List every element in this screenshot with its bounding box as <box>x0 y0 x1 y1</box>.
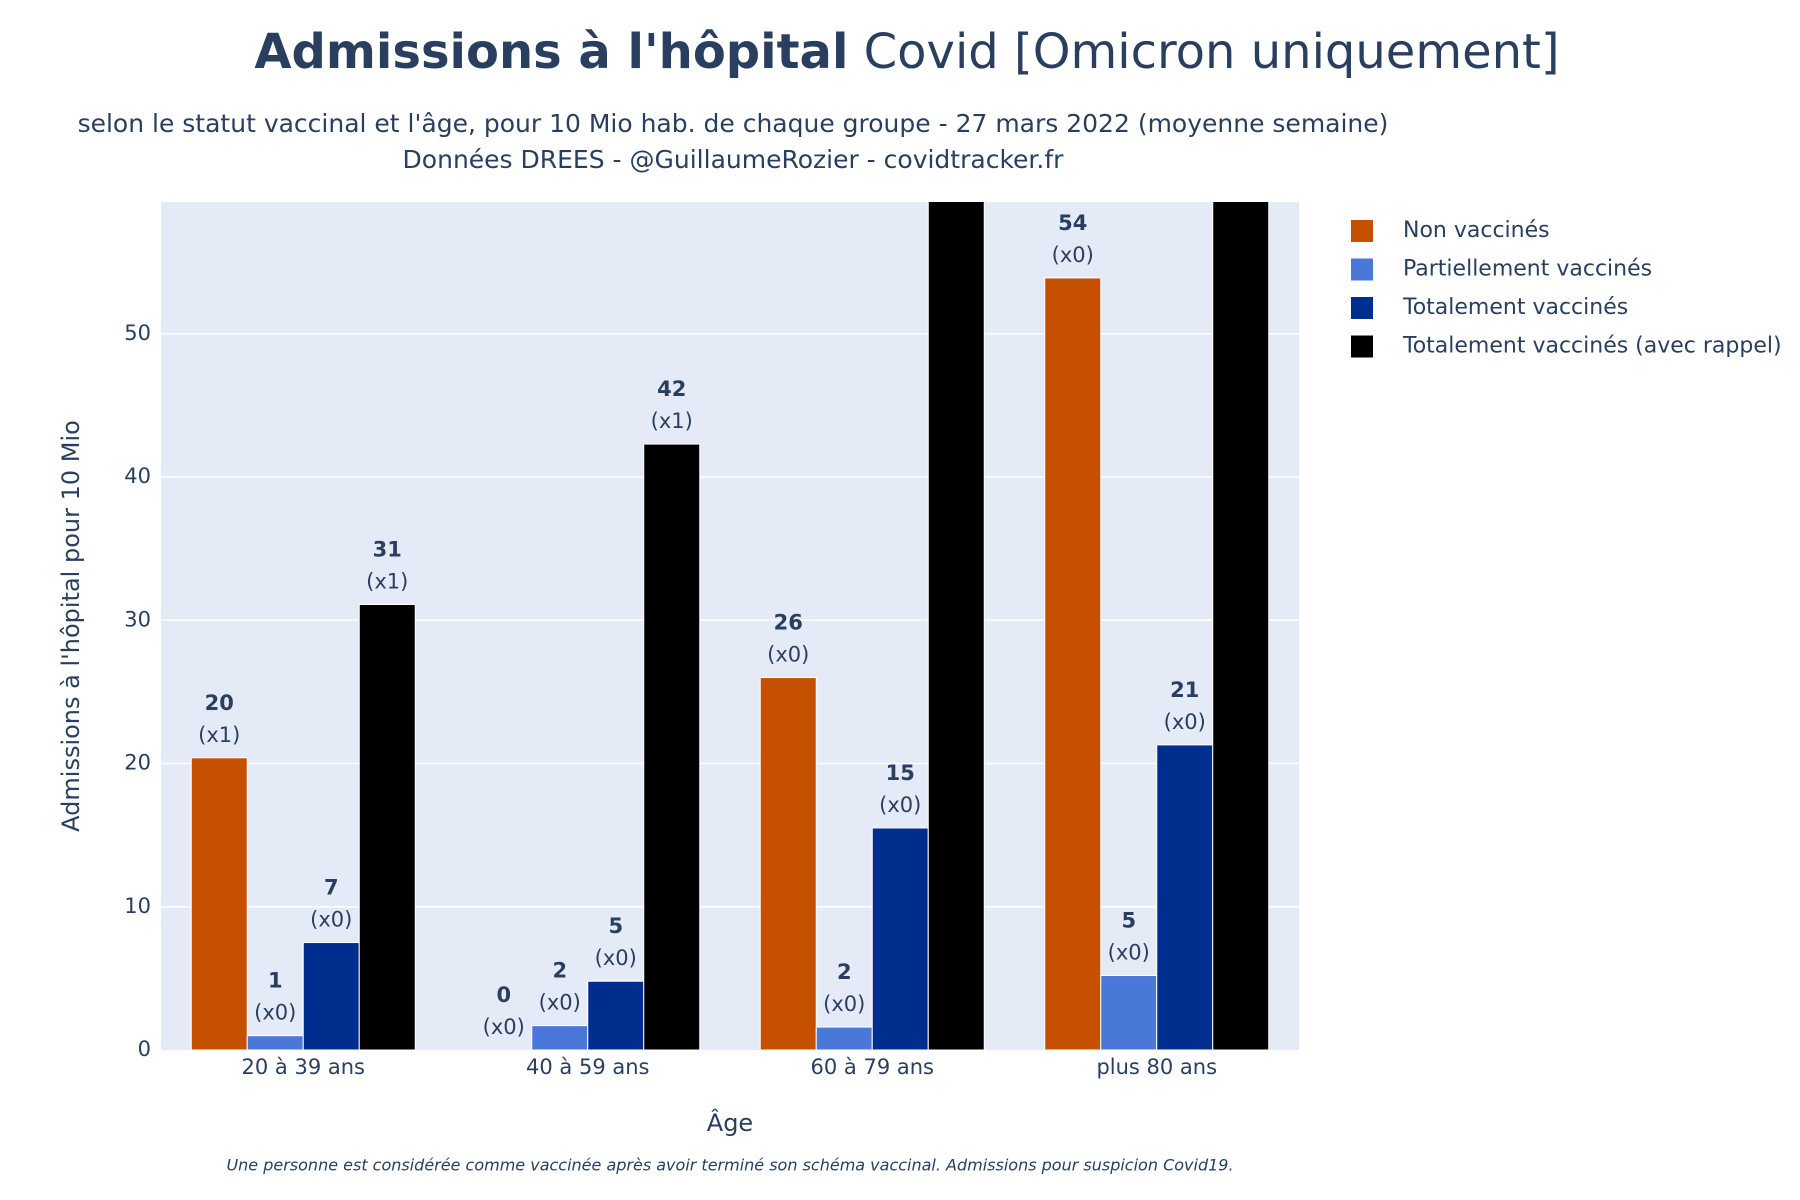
value-label: 5 <box>1121 909 1136 933</box>
value-label: 21 <box>1170 678 1199 702</box>
note: Une personne est considérée comme vaccin… <box>226 1156 1233 1175</box>
ratio-label: (x1) <box>366 570 408 594</box>
bar <box>871 827 929 1050</box>
y-tick-label: 30 <box>124 607 151 631</box>
ratio-label: (x1) <box>198 723 240 747</box>
x-tick-label: 20 à 39 ans <box>242 1055 365 1079</box>
value-label: 1 <box>268 969 283 993</box>
y-tick-label: 10 <box>124 894 151 918</box>
legend-swatch <box>1351 220 1373 242</box>
bars <box>190 202 1270 1050</box>
legend-label: Totalement vaccinés (avec rappel) <box>1402 334 1782 359</box>
legend-swatch <box>1351 335 1373 358</box>
y-tick-label: 0 <box>138 1037 151 1061</box>
bar <box>302 942 360 1050</box>
ratio-label: (x0) <box>595 946 637 970</box>
title-bold: Admissions à l'hôpital <box>254 24 848 80</box>
ratio-label: (x0) <box>539 991 581 1015</box>
value-label: 2 <box>837 960 852 984</box>
bar <box>246 1035 304 1050</box>
bar <box>587 980 645 1050</box>
value-label: 15 <box>886 761 915 785</box>
ratio-label: (x1) <box>651 409 693 433</box>
y-axis-title: Admissions à l'hôpital pour 10 Mio <box>57 420 85 832</box>
legend-swatch <box>1351 297 1373 319</box>
legend-label: Totalement vaccinés <box>1402 295 1628 320</box>
value-label: 0 <box>496 983 511 1007</box>
ratio-label: (x0) <box>310 908 352 932</box>
y-tick-label: 50 <box>124 321 151 345</box>
bar <box>643 443 701 1050</box>
ratio-label: (x0) <box>254 1001 296 1025</box>
x-tick-label: 60 à 79 ans <box>811 1055 934 1079</box>
legend-swatch <box>1351 258 1373 281</box>
bar <box>190 757 248 1050</box>
bar <box>815 1026 873 1050</box>
subtitle: Données DREES - @GuillaumeRozier - covid… <box>403 145 1065 174</box>
ratio-label: (x0) <box>1052 243 1094 267</box>
ratio-label: (x0) <box>767 643 809 667</box>
legend-label: Non vaccinés <box>1403 218 1550 243</box>
chart-title: Admissions à l'hôpital Covid [Omicron un… <box>254 24 1559 80</box>
plot-area <box>161 202 1299 1050</box>
legend-label: Partiellement vaccinés <box>1403 257 1652 282</box>
value-label: 7 <box>324 876 339 900</box>
value-label: 31 <box>373 538 402 562</box>
value-label: 26 <box>774 611 803 635</box>
subtitle: selon le statut vaccinal et l'âge, pour … <box>78 109 1389 138</box>
bar <box>531 1025 589 1050</box>
bar <box>1156 744 1214 1050</box>
x-axis-title: Âge <box>707 1108 753 1137</box>
ratio-label: (x0) <box>1164 710 1206 734</box>
x-tick-label: plus 80 ans <box>1096 1055 1217 1079</box>
ratio-label: (x0) <box>823 992 865 1016</box>
x-tick-label: 40 à 59 ans <box>526 1055 649 1079</box>
value-label: 42 <box>657 377 686 401</box>
ratio-label: (x0) <box>483 1015 525 1039</box>
ratio-label: (x0) <box>1108 941 1150 965</box>
y-tick-label: 40 <box>124 464 151 488</box>
ratio-label: (x0) <box>879 793 921 817</box>
value-label: 54 <box>1058 211 1087 235</box>
bar <box>927 202 985 1050</box>
bar <box>358 604 416 1050</box>
value-label: 20 <box>205 691 234 715</box>
bar <box>1044 277 1102 1050</box>
title-rest: Covid [Omicron uniquement] <box>864 24 1560 80</box>
bar <box>759 677 817 1050</box>
bar <box>1100 975 1158 1050</box>
y-tick-label: 20 <box>124 751 151 775</box>
value-label: 5 <box>608 914 623 938</box>
value-label: 2 <box>552 959 567 983</box>
bar <box>1212 202 1270 1050</box>
